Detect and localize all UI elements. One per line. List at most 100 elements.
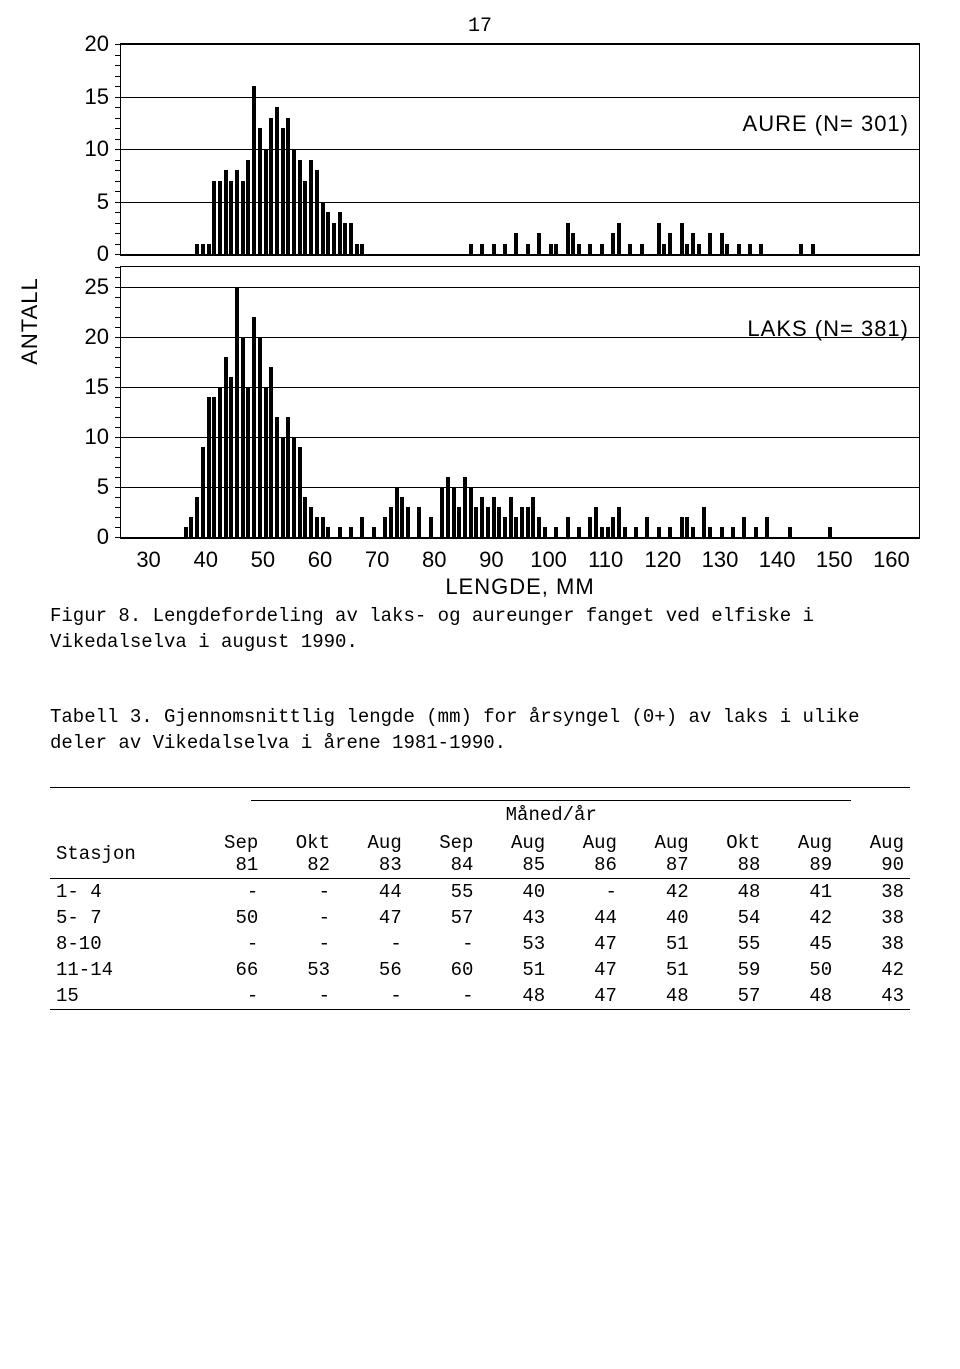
histogram-bar (531, 497, 535, 537)
table-cell: - (264, 983, 336, 1010)
histogram-bar (246, 160, 250, 255)
histogram-bar (554, 527, 558, 537)
histogram-bar (640, 244, 644, 255)
histogram-bar (463, 477, 467, 537)
table-cell: - (193, 983, 265, 1010)
histogram-bar (201, 447, 205, 537)
row-label: 8-10 (50, 931, 193, 957)
histogram-bar (315, 170, 319, 254)
histogram-bar (452, 487, 456, 537)
histogram-bar (554, 244, 558, 255)
histogram-bar (566, 517, 570, 537)
histogram-bar (303, 497, 307, 537)
table-cell: 50 (193, 905, 265, 931)
figure-caption: Figur 8. Lengdefordeling av laks- og aur… (50, 604, 910, 655)
x-tick-label: 90 (479, 547, 503, 573)
column-header: Aug85 (479, 830, 551, 879)
table-caption: Tabell 3. Gjennomsnittlig lengde (mm) fo… (50, 705, 910, 756)
table-cell: 43 (838, 983, 910, 1010)
histogram-bar (537, 233, 541, 254)
histogram-bar (759, 244, 763, 255)
table-cell: 51 (623, 931, 695, 957)
histogram-bar (281, 128, 285, 254)
histogram-bar (600, 527, 604, 537)
table-cell: 48 (695, 879, 767, 905)
table-cell: 56 (336, 957, 408, 983)
x-tick-label: 120 (644, 547, 681, 573)
histogram-bar (201, 244, 205, 255)
y-axis-label: ANTALL (17, 277, 43, 365)
histogram-bar (600, 244, 604, 255)
table-cell: - (551, 879, 623, 905)
row-header-label: Stasjon (50, 830, 193, 879)
histogram-bar (737, 244, 741, 255)
table-cell: 43 (479, 905, 551, 931)
histogram-bar (617, 223, 621, 255)
x-tick-label: 140 (759, 547, 796, 573)
histogram-bar (611, 517, 615, 537)
histogram-bar (195, 497, 199, 537)
x-tick-label: 160 (873, 547, 910, 573)
table-row: 5- 750-4757434440544238 (50, 905, 910, 931)
table-cell: 53 (264, 957, 336, 983)
histogram-bar (577, 527, 581, 537)
histogram-bar (680, 517, 684, 537)
histogram-bar (537, 517, 541, 537)
histogram-bar (606, 527, 610, 537)
histogram-bar (309, 160, 313, 255)
histogram-bar (799, 244, 803, 255)
histogram-bar (372, 527, 376, 537)
x-tick-label: 150 (816, 547, 853, 573)
table-cell: 66 (193, 957, 265, 983)
table-cell: 45 (766, 931, 838, 957)
histogram-bar (492, 497, 496, 537)
x-tick-label: 100 (530, 547, 567, 573)
histogram-bar (349, 527, 353, 537)
histogram-bar (252, 317, 256, 537)
histogram-bar (355, 244, 359, 255)
histogram-bar (645, 517, 649, 537)
histogram-bar (264, 387, 268, 537)
histogram-bar (486, 507, 490, 537)
histogram-bar (207, 397, 211, 537)
histogram-bar (218, 181, 222, 255)
histogram-bar (286, 118, 290, 255)
table-cell: 47 (336, 905, 408, 931)
table-cell: 50 (766, 957, 838, 983)
x-tick-label: 30 (136, 547, 160, 573)
table-row: 15----484748574843 (50, 983, 910, 1010)
page-number: 17 (50, 15, 910, 38)
column-header: Aug89 (766, 830, 838, 879)
histogram-bar (503, 244, 507, 255)
table-cell: - (264, 905, 336, 931)
histogram-bar (229, 377, 233, 537)
histogram-bar (754, 527, 758, 537)
histogram-bar (514, 233, 518, 254)
table-row: 8-10----534751554538 (50, 931, 910, 957)
table-cell: 57 (695, 983, 767, 1010)
histogram-bar (634, 527, 638, 537)
histogram-bar (685, 517, 689, 537)
data-table: Måned/år Stasjon Sep81Okt82Aug83Sep84Aug… (50, 787, 910, 1010)
table-cell: - (336, 983, 408, 1010)
histogram-bar (765, 517, 769, 537)
x-tick-label: 80 (422, 547, 446, 573)
histogram-bar (480, 497, 484, 537)
table-cell: 40 (623, 905, 695, 931)
table-cell: 60 (408, 957, 480, 983)
histogram-bar (514, 517, 518, 537)
table-super-header: Måned/år (251, 800, 851, 826)
column-header: Sep84 (408, 830, 480, 879)
table-cell: 42 (766, 905, 838, 931)
table-cell: 41 (766, 879, 838, 905)
histogram-bar (275, 417, 279, 537)
column-header: Aug86 (551, 830, 623, 879)
histogram-bar (195, 244, 199, 255)
histogram-bar (594, 507, 598, 537)
table-cell: - (264, 879, 336, 905)
histogram-bar (286, 417, 290, 537)
x-axis-label: LENGDE, MM (445, 574, 594, 600)
histogram-bar (588, 517, 592, 537)
table-cell: 44 (551, 905, 623, 931)
histogram-bar (588, 244, 592, 255)
